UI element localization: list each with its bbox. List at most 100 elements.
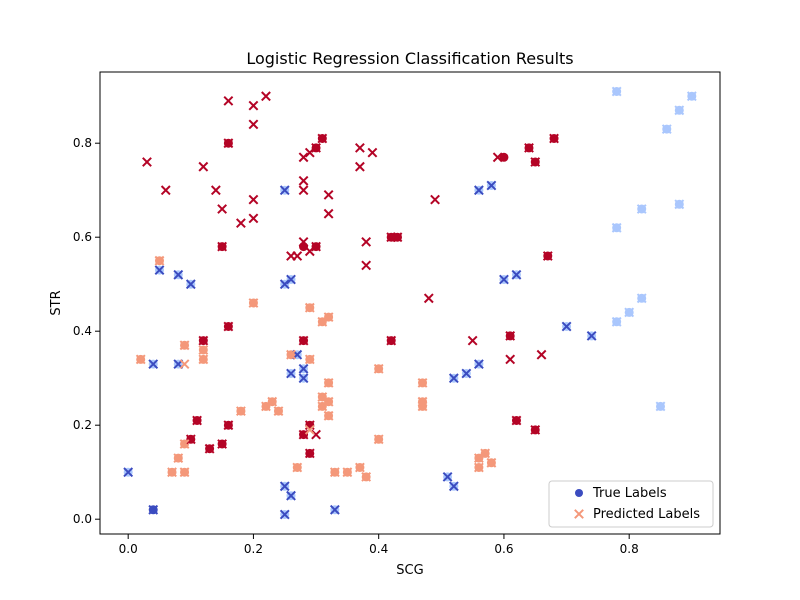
predicted-label-point (298, 429, 309, 440)
predicted-label-point (198, 345, 209, 355)
predicted-label-point (430, 194, 440, 205)
predicted-label-point (298, 236, 309, 247)
predicted-label-point (135, 354, 146, 365)
predicted-label-point (386, 335, 397, 346)
predicted-label-point (505, 330, 516, 341)
predicted-label-point (223, 95, 234, 106)
predicted-label-point (423, 293, 434, 304)
predicted-label-point (323, 396, 334, 407)
predicted-label-point (223, 321, 234, 332)
predicted-label-point (223, 420, 234, 431)
predicted-label-point (286, 274, 296, 285)
predicted-label-point (217, 241, 228, 252)
predicted-label-point (198, 354, 209, 365)
predicted-label-point (361, 236, 372, 247)
predicted-label-point (354, 462, 365, 473)
predicted-label-point (586, 330, 597, 341)
predicted-label-point (367, 147, 378, 158)
legend-predicted-labels-marker (574, 509, 584, 519)
predicted-label-point (655, 401, 666, 412)
plot-frame (99, 71, 721, 535)
predicted-label-point (179, 439, 190, 449)
predicted-label-point (217, 204, 228, 214)
predicted-label-point (461, 368, 472, 379)
predicted-label-point (179, 340, 190, 351)
predicted-label-point (179, 359, 190, 370)
y-tick-label: 0.8 (73, 136, 92, 150)
data-marks (123, 86, 697, 520)
predicted-label-point (323, 189, 334, 200)
predicted-label-point (317, 133, 328, 144)
predicted-label-point (304, 424, 315, 435)
predicted-label-point (167, 467, 177, 478)
predicted-label-point (317, 392, 328, 402)
predicted-label-point (298, 373, 309, 384)
predicted-label-point (549, 133, 559, 144)
predicted-label-point (192, 415, 202, 426)
predicted-label-point (223, 138, 234, 149)
y-axis-label: STR (49, 290, 64, 315)
predicted-label-point (154, 255, 165, 266)
predicted-label-point (361, 471, 372, 482)
predicted-label-point (248, 298, 259, 308)
predicted-label-point (417, 401, 428, 412)
x-tick-label: 0.4 (369, 542, 388, 556)
predicted-label-point (148, 504, 159, 515)
predicted-label-point (323, 312, 334, 323)
chart-title: Logistic Regression Classification Resul… (246, 49, 573, 68)
predicted-label-point (286, 368, 296, 379)
predicted-label-point (323, 208, 334, 219)
predicted-label-point (486, 457, 497, 468)
predicted-label-point (329, 467, 340, 478)
legend-predicted-labels: Predicted Labels (593, 507, 700, 522)
predicted-label-point (611, 86, 622, 97)
predicted-label-point (304, 246, 315, 257)
predicted-label-point (473, 453, 484, 464)
predicted-label-point (323, 410, 334, 421)
predicted-label-point (323, 377, 334, 388)
predicted-label-point (123, 467, 134, 478)
predicted-label-point (304, 448, 315, 459)
predicted-label-point (273, 406, 284, 417)
x-axis-label: SCG (396, 563, 423, 578)
predicted-label-point (210, 185, 221, 196)
predicted-label-point (373, 434, 384, 445)
predicted-label-point (354, 161, 365, 172)
predicted-label-point (304, 354, 315, 365)
predicted-label-point (261, 91, 271, 102)
predicted-label-point (611, 316, 622, 327)
predicted-label-point (686, 91, 697, 102)
predicted-label-point (624, 307, 635, 318)
predicted-label-point (530, 424, 541, 435)
legend-box (548, 480, 714, 528)
predicted-label-point (286, 349, 296, 360)
predicted-label-point (499, 274, 509, 285)
predicted-label-point (492, 152, 503, 163)
predicted-label-point (530, 157, 541, 167)
predicted-label-point (561, 321, 572, 332)
predicted-label-point (217, 439, 228, 449)
predicted-label-point (304, 302, 315, 313)
predicted-label-point (236, 218, 246, 229)
predicted-label-point (304, 147, 315, 158)
predicted-label-point (448, 481, 459, 492)
predicted-label-point (511, 269, 522, 280)
predicted-label-point (361, 260, 372, 271)
legend-true-labels-marker (575, 489, 583, 497)
predicted-label-point (198, 335, 209, 346)
predicted-label-point (248, 194, 259, 205)
predicted-label-point (279, 481, 290, 492)
predicted-label-point (286, 490, 296, 501)
predicted-label-point (311, 142, 321, 153)
predicted-label-point (248, 100, 259, 111)
predicted-label-point (142, 157, 152, 167)
predicted-label-point (354, 142, 365, 153)
predicted-label-point (311, 429, 321, 440)
predicted-label-point (148, 359, 159, 370)
predicted-label-point (298, 363, 309, 374)
predicted-label-point (248, 119, 259, 130)
true-label-point (499, 152, 509, 162)
predicted-label-point (467, 335, 478, 346)
predicted-label-point (185, 279, 196, 290)
